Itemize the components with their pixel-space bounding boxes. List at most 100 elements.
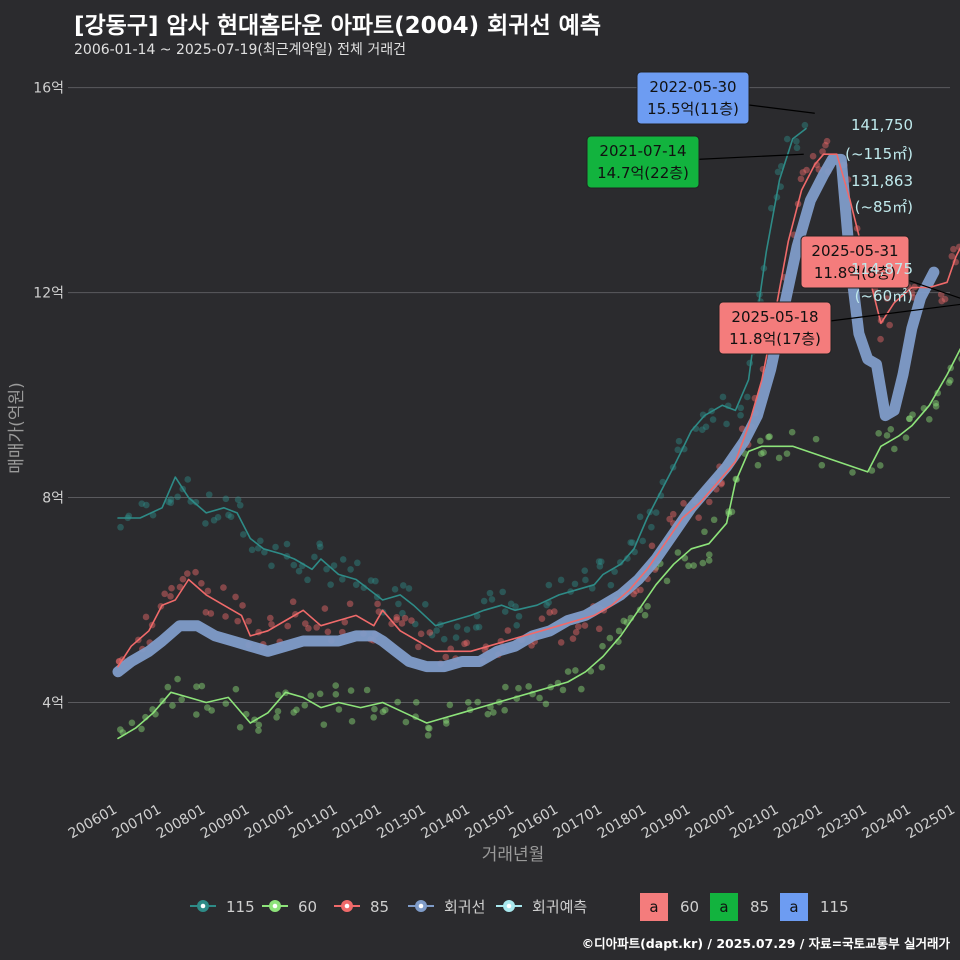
scatter-point-115 [399, 582, 407, 589]
scatter-point-60 [515, 684, 522, 692]
scatter-point-85 [637, 586, 644, 594]
y-tick-label: 16억 [33, 81, 64, 97]
scatter-point-115 [316, 540, 323, 547]
scatter-point-60 [138, 725, 145, 733]
scatter-point-85 [142, 613, 150, 621]
scatter-point-60 [766, 433, 773, 440]
scatter-point-85 [426, 629, 434, 636]
legend-label: 회귀선 [444, 898, 485, 916]
scatter-point-115 [452, 634, 460, 641]
scatter-point-115 [611, 568, 618, 575]
scatter-point-60 [490, 709, 497, 716]
scatter-point-85 [819, 148, 826, 155]
scatter-point-85 [442, 653, 450, 661]
scatter-point-85 [955, 243, 960, 251]
scatter-point-85 [680, 500, 687, 507]
scatter-point-115 [327, 581, 334, 588]
scatter-point-85 [268, 621, 275, 628]
scatter-point-115 [545, 581, 553, 589]
scatter-point-85 [546, 609, 553, 616]
scatter-point-85 [809, 152, 817, 160]
annotation-box [586, 135, 700, 189]
x-tick-label: 201401 [419, 802, 473, 843]
scatter-point-85 [321, 605, 329, 612]
end-labels: 141,750 (~115㎡) 131,863 (~85㎡) 114,875 (~60㎡) [845, 116, 913, 305]
scatter-point-115 [165, 498, 172, 506]
scatter-point-60 [818, 461, 826, 469]
x-tick-label: 200901 [198, 802, 252, 843]
scatter-point-115 [239, 531, 247, 538]
series-line-115 [117, 127, 807, 627]
legend-key-dot-center [200, 903, 206, 909]
scatter-point-115 [737, 411, 744, 419]
scatter-point-60 [446, 701, 454, 709]
scatter-point-85 [184, 570, 191, 577]
scatter-point-60 [255, 727, 262, 734]
scatter-point-60 [902, 434, 910, 441]
scatter-point-60 [371, 705, 378, 713]
scatter-point-60 [945, 379, 953, 386]
scatter-point-115 [405, 585, 413, 592]
scatter-point-115 [499, 588, 506, 596]
annotation-price: 15.5억(11층) [647, 100, 739, 118]
scatter-point-115 [352, 581, 360, 588]
y-axis-ticks: 4억 8억 12억 16억 [33, 81, 64, 712]
end-label-value: 131,863 [851, 172, 913, 190]
legend-key-dot-center [272, 903, 278, 909]
scatter-point-85 [220, 584, 227, 591]
x-tick-label: 200801 [154, 802, 208, 843]
legend-label: 회귀예측 [532, 898, 587, 916]
scatter-point-115 [543, 601, 550, 609]
annotation-box [636, 71, 750, 125]
series-line-85 [117, 153, 960, 668]
scatter-point-115 [774, 168, 782, 176]
scatter-point-85 [706, 498, 713, 506]
scatter-point-115 [257, 537, 264, 545]
scatter-point-85 [666, 515, 673, 523]
scatter-point-115 [311, 553, 318, 561]
scatter-point-85 [595, 625, 603, 633]
scatter-point-115 [486, 589, 494, 597]
scatter-point-85 [569, 635, 577, 642]
scatter-point-115 [801, 121, 809, 129]
x-tick-label: 202001 [683, 802, 737, 843]
scatter-point-85 [415, 643, 422, 651]
scatter-point-115 [261, 548, 268, 556]
scatter-point-60 [525, 683, 532, 690]
scatter-point-115 [290, 561, 298, 569]
scatter-point-85 [179, 575, 187, 583]
scatter-point-60 [274, 708, 282, 715]
scatter-point-115 [187, 498, 194, 505]
scatter-point-115 [138, 500, 146, 507]
scatter-point-115 [323, 565, 330, 573]
scatter-point-60 [757, 437, 764, 445]
scatter-point-85 [908, 289, 916, 297]
scatter-point-115 [674, 446, 682, 454]
scatter-point-60 [274, 691, 282, 699]
annotation-date: 2022-05-30 [649, 78, 736, 96]
legend-box-glyph: a [719, 898, 728, 916]
scatter-point-115 [624, 555, 631, 562]
scatter-point-60 [849, 469, 856, 476]
scatter-point-115 [234, 496, 242, 503]
scatter-point-60 [424, 724, 432, 732]
scatter-point-85 [341, 618, 349, 626]
scatter-point-60 [474, 698, 481, 706]
scatter-point-115 [793, 138, 800, 145]
scatter-point-60 [443, 720, 450, 727]
scatter-point-60 [572, 667, 579, 674]
scatter-point-60 [379, 708, 387, 716]
scatter-point-60 [946, 377, 954, 384]
scatter-point-60 [370, 714, 377, 721]
x-tick-label: 201001 [242, 802, 296, 843]
scatter-point-115 [512, 603, 519, 610]
scatter-point-60 [128, 719, 136, 727]
scatter-point-115 [607, 581, 615, 589]
x-tick-label: 202301 [815, 802, 869, 843]
scatter-point-85 [198, 580, 205, 587]
scatter-point-115 [391, 586, 399, 593]
scatter-point-115 [557, 576, 565, 584]
scatter-point-115 [440, 635, 448, 643]
scatter-point-85 [557, 639, 565, 646]
